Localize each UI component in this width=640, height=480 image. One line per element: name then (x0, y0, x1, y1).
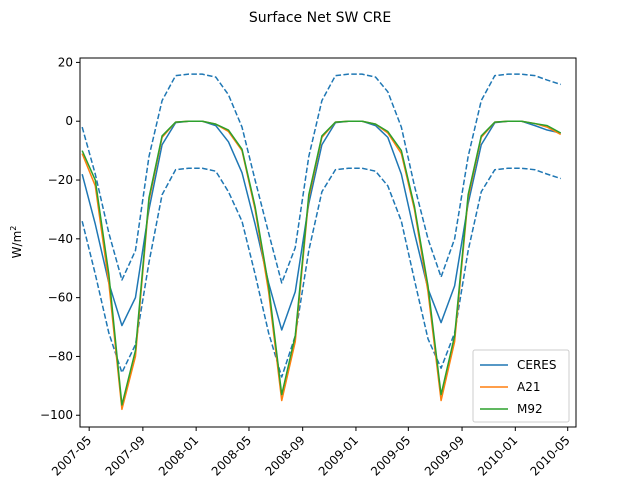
y-tick-label: 0 (65, 114, 73, 128)
y-axis-label-text: W/m (10, 231, 24, 259)
x-tick-label: 2009-05 (368, 433, 413, 478)
legend-box (472, 349, 570, 423)
y-axis: 20 0 −20 −40 −60 −80 −100 (40, 55, 80, 422)
ceres-bound-line-3 (81, 73, 561, 284)
chart-title: Surface Net SW CRE (249, 10, 391, 26)
y-axis-label: W/m2 (9, 226, 24, 259)
y-tick-label: −60 (48, 291, 73, 305)
legend-label-m92: M92 (517, 402, 543, 416)
y-axis-label-superscript: 2 (9, 226, 18, 231)
x-tick-label: 2008-01 (156, 433, 201, 478)
x-tick-label: 2010-01 (475, 433, 520, 478)
x-tick-label: 2008-05 (209, 433, 254, 478)
x-tick-label: 2010-05 (527, 433, 572, 478)
series-line-ceres (81, 120, 561, 331)
x-tick-label: 2009-01 (316, 433, 361, 478)
x-axis: 2007-05 2007-09 2008-01 2008-05 2008-09 2009-… (49, 427, 573, 479)
y-tick-label: −40 (48, 232, 73, 246)
legend-label-a21: A21 (517, 380, 540, 394)
y-tick-label: 20 (58, 55, 73, 69)
x-tick-label: 2009-09 (422, 433, 467, 478)
y-tick-label: −80 (48, 349, 73, 363)
legend: CERES A21 M92 (472, 349, 570, 423)
y-tick-label: −100 (40, 408, 73, 422)
plot-frame (79, 57, 577, 428)
series-line-m92 (81, 120, 562, 406)
x-tick-label: 2008-09 (262, 433, 307, 478)
legend-label-ceres: CERES (517, 358, 557, 372)
y-tick-label: −20 (48, 173, 73, 187)
ceres-bound-line-4 (81, 167, 561, 378)
plot-lines (81, 73, 562, 411)
x-tick-label: 2007-05 (49, 433, 94, 478)
x-tick-label: 2007-09 (103, 433, 148, 478)
